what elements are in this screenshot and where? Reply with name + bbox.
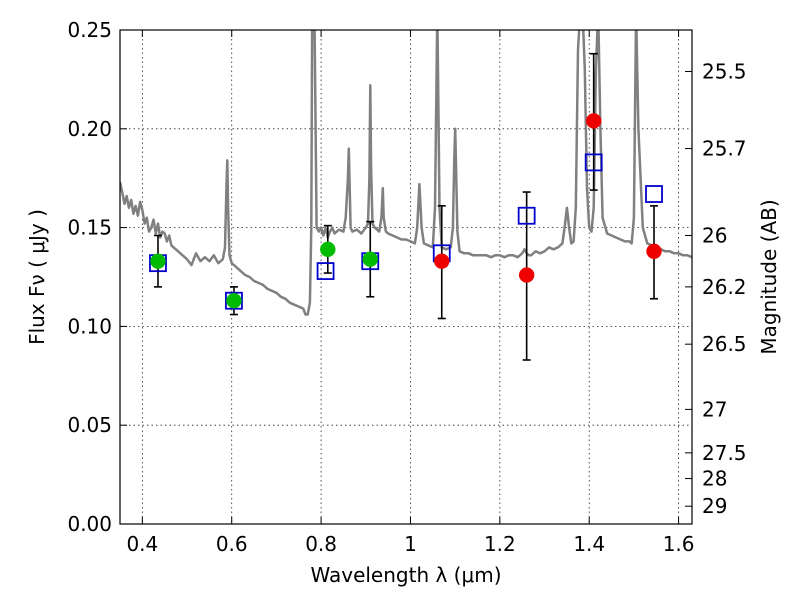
right-tick-label: 26.2 — [702, 275, 747, 299]
low-significance-point — [646, 243, 662, 260]
y-tick-label: 0.25 — [67, 18, 112, 42]
right-axis-title: Magnitude (AB) — [757, 199, 781, 354]
detections-point — [362, 251, 378, 267]
x-tick-label: 0.8 — [305, 532, 337, 556]
y-tick-label: 0.05 — [67, 413, 112, 437]
right-tick-label: 28 — [702, 467, 727, 491]
right-tick-label: 27 — [702, 397, 727, 421]
x-tick-label: 0.4 — [126, 532, 158, 556]
model-photometry-square — [517, 206, 536, 225]
right-tick-label: 25.7 — [702, 137, 747, 161]
right-tick-label: 25.5 — [702, 59, 747, 83]
y-tick-label: 0.00 — [67, 512, 112, 536]
x-tick-label: 1 — [404, 532, 417, 556]
model-photometry-square — [645, 185, 663, 203]
x-tick-label: 1.6 — [663, 532, 695, 556]
plot-frame — [119, 29, 693, 525]
model-photometry-square — [584, 153, 603, 172]
right-tick-label: 26 — [702, 224, 727, 248]
detections-point — [226, 292, 242, 309]
x-tick-label: 1.2 — [484, 532, 516, 556]
low-significance-point — [585, 113, 602, 129]
x-tick-label: 1.4 — [573, 532, 605, 556]
detections-point — [320, 241, 336, 258]
x-tick-label: 0.6 — [216, 532, 248, 556]
y-tick-label: 0.20 — [67, 117, 112, 141]
low-significance-point — [518, 267, 535, 283]
model-spectrum-line — [120, 30, 692, 316]
low-significance-point — [434, 253, 450, 269]
model-photometry-square — [225, 291, 243, 310]
model-photometry-square — [316, 262, 335, 280]
markers — [149, 113, 663, 310]
y-tick-label: 0.10 — [67, 314, 112, 338]
detections-point — [150, 253, 166, 269]
right-tick-label: 26.5 — [702, 332, 747, 356]
ticks: 0.4 0.6 0.8 1 1.2 1.4 1.6 0.00 0.05 0.10 0.15 0.20 0… — [67, 18, 746, 556]
right-tick-label: 27.5 — [702, 441, 747, 465]
grid — [120, 29, 692, 525]
right-tick-label: 29 — [702, 494, 727, 518]
y-tick-label: 0.15 — [67, 216, 112, 240]
y-axis-title: Flux Fν ( μJy ) — [25, 209, 49, 345]
error-bars — [153, 52, 659, 361]
x-axis-title: Wavelength λ (μm) — [310, 563, 501, 587]
